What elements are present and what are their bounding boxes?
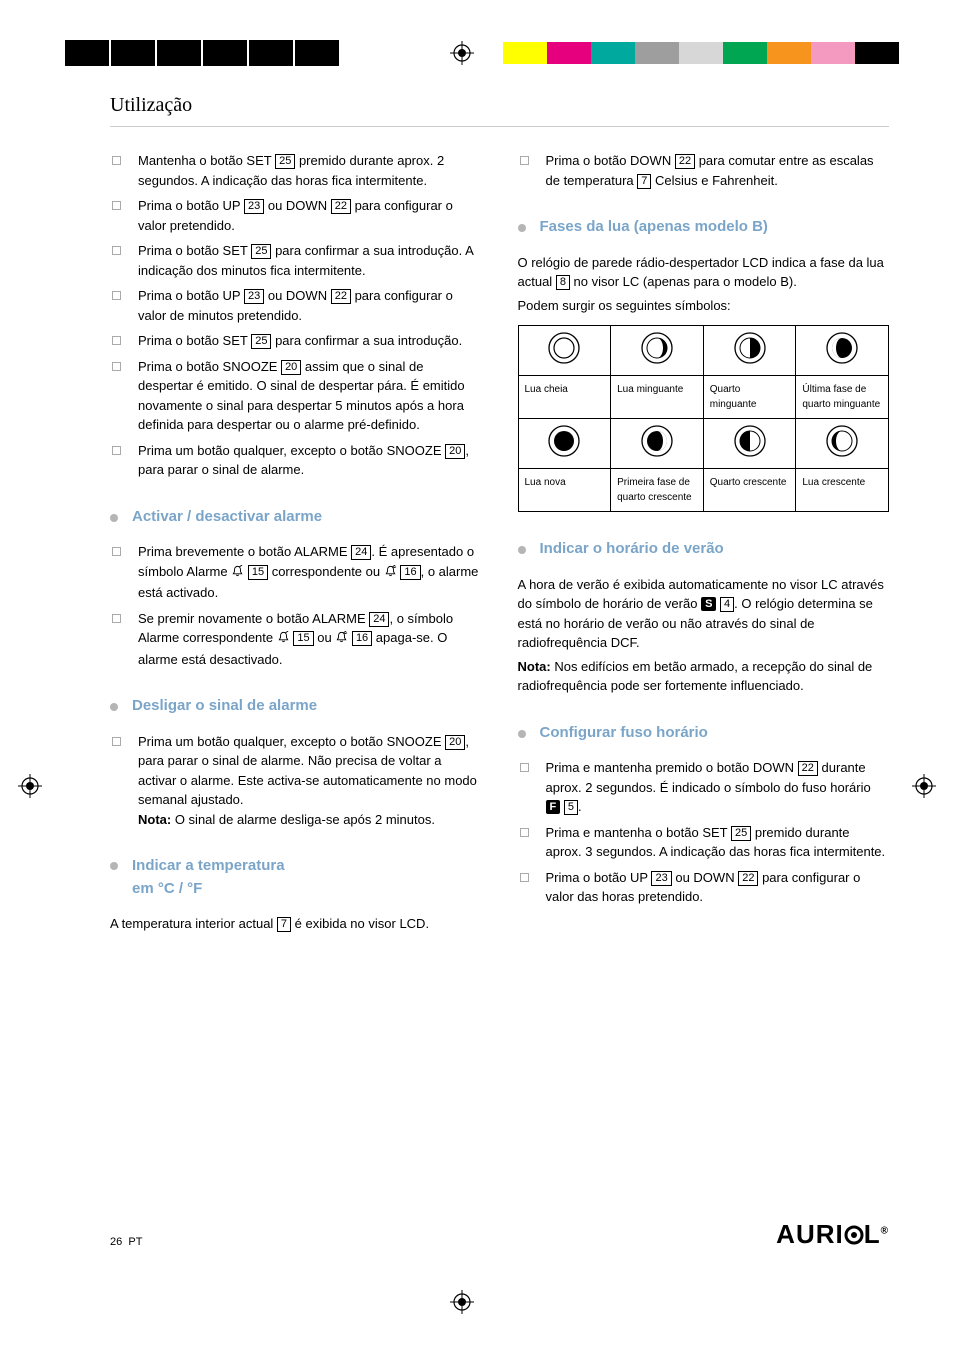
list-item: Prima o botão SET 25 para confirmar a su… (110, 331, 482, 351)
moon-label-cell: Quarto crescente (703, 469, 796, 512)
list-item: Prima e mantenha o botão SET 25 premido … (518, 823, 890, 862)
moon-label-cell: Quarto minguante (703, 376, 796, 419)
temperature-body: A temperatura interior actual 7 é exibid… (110, 914, 482, 934)
moon-icon-cell (796, 419, 889, 469)
crosshair-left (18, 774, 42, 798)
moon-body-2: Podem surgir os seguintes símbolos: (518, 296, 890, 316)
section-alarm-off: Desligar o sinal de alarme (110, 695, 482, 718)
page-title: Utilização (110, 90, 889, 127)
moon-label-cell: Lua crescente (796, 469, 889, 512)
bell-icon (277, 630, 290, 650)
left-column: Mantenha o botão SET 25 premido durante … (110, 151, 482, 938)
bell-icon (335, 630, 348, 650)
color-squares (503, 42, 899, 64)
list-item: Prima um botão qualquer, excepto o botão… (110, 732, 482, 830)
moon-icon-cell (796, 326, 889, 376)
temperature-switch-list: Prima o botão DOWN 22 para comutar entre… (518, 151, 890, 190)
crosshair-bottom (450, 1290, 474, 1314)
instruction-list-3: Prima um botão qualquer, excepto o botão… (110, 732, 482, 830)
moon-icon-cell (703, 419, 796, 469)
moon-body-1: O relógio de parede rádio-despertador LC… (518, 253, 890, 292)
moon-icon-cell (518, 419, 611, 469)
list-item: Prima o botão UP 23 ou DOWN 22 para conf… (110, 196, 482, 235)
moon-icon-cell (611, 326, 704, 376)
timezone-list: Prima e mantenha premido o botão DOWN 22… (518, 758, 890, 907)
moon-icon-cell (611, 419, 704, 469)
list-item: Mantenha o botão SET 25 premido durante … (110, 151, 482, 190)
list-item: Prima o botão UP 23 ou DOWN 22 para conf… (110, 286, 482, 325)
section-timezone: Configurar fuso horário (518, 722, 890, 745)
moon-phase-table: Lua cheiaLua minguanteQuarto minguanteÚl… (518, 325, 890, 512)
list-item: Prima o botão SET 25 para confirmar a su… (110, 241, 482, 280)
section-alarm-toggle: Activar / desactivar alarme (110, 506, 482, 529)
list-item: Prima brevemente o botão ALARME 24. É ap… (110, 542, 482, 603)
right-column: Prima o botão DOWN 22 para comutar entre… (518, 151, 890, 938)
list-item: Prima o botão SNOOZE 20 assim que o sina… (110, 357, 482, 435)
bell-icon (231, 564, 244, 584)
instruction-list-2: Prima brevemente o botão ALARME 24. É ap… (110, 542, 482, 669)
page-footer: 26 PT (110, 1234, 142, 1251)
moon-icon-cell (703, 326, 796, 376)
moon-label-cell: Última fase de quarto minguante (796, 376, 889, 419)
moon-label-cell: Primeira fase de quarto crescente (611, 469, 704, 512)
moon-label-cell: Lua minguante (611, 376, 704, 419)
list-item: Prima o botão UP 23 ou DOWN 22 para conf… (518, 868, 890, 907)
bell-icon (384, 564, 397, 584)
brand-logo: AURIL® (776, 1215, 889, 1254)
section-dst: Indicar o horário de verão (518, 538, 890, 561)
list-item: Prima o botão DOWN 22 para comutar entre… (518, 151, 890, 190)
registration-bar-top (0, 40, 954, 66)
section-moon: Fases da lua (apenas modelo B) (518, 216, 890, 239)
dst-body: A hora de verão é exibida automaticament… (518, 575, 890, 653)
instruction-list-1: Mantenha o botão SET 25 premido durante … (110, 151, 482, 480)
moon-label-cell: Lua cheia (518, 376, 611, 419)
moon-label-cell: Lua nova (518, 469, 611, 512)
list-item: Prima e mantenha premido o botão DOWN 22… (518, 758, 890, 817)
moon-icon-cell (518, 326, 611, 376)
crosshair-right (912, 774, 936, 798)
crosshair-top (450, 41, 474, 65)
black-squares (65, 40, 341, 66)
dst-note: Nota: Nos edifícios em betão armado, a r… (518, 657, 890, 696)
list-item: Prima um botão qualquer, excepto o botão… (110, 441, 482, 480)
section-temperature: Indicar a temperatura em °C / °F (110, 855, 482, 900)
list-item: Se premir novamente o botão ALARME 24, o… (110, 609, 482, 670)
page-content: Utilização Mantenha o botão SET 25 premi… (110, 90, 889, 1250)
